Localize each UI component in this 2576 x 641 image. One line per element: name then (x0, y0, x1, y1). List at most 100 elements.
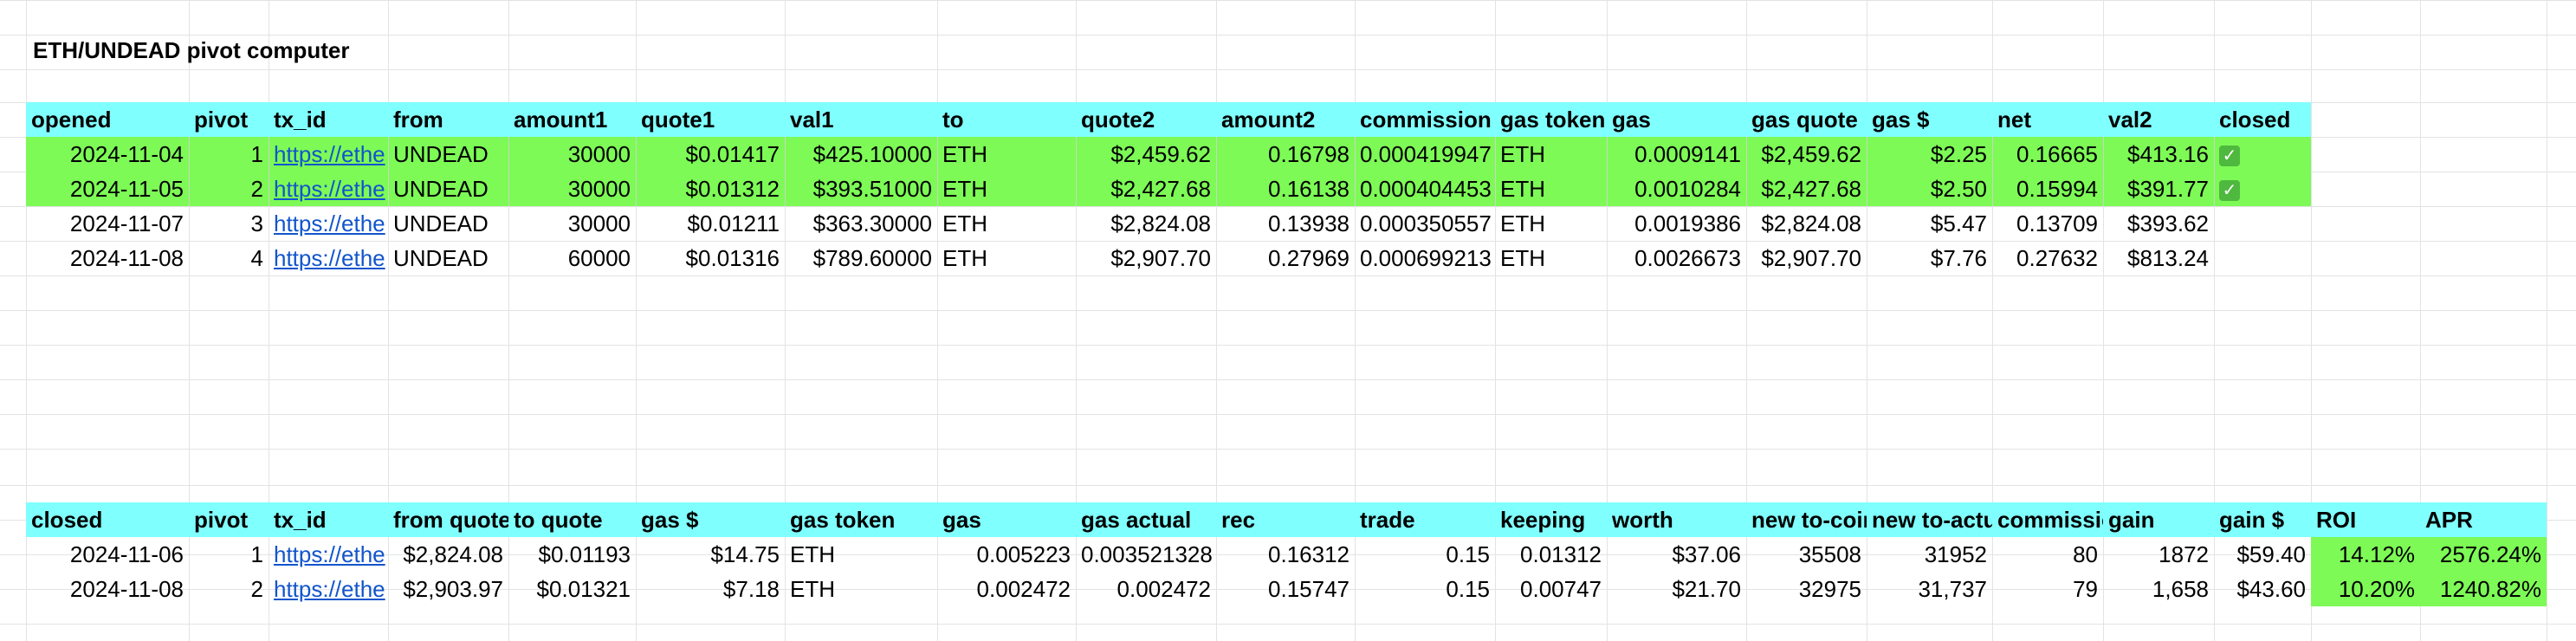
column-header-gain[interactable]: gain (2108, 507, 2155, 533)
cell-commission[interactable]: 79 (2073, 576, 2098, 602)
cell-opened[interactable]: 2024-11-08 (69, 245, 184, 271)
column-header-quote1[interactable]: quote1 (641, 107, 715, 133)
cell-commission[interactable]: 0.000699213 (1360, 245, 1492, 271)
column-header-pivot[interactable]: pivot (194, 107, 249, 133)
cell-closed[interactable]: 2024-11-06 (69, 541, 184, 567)
column-header-commission[interactable]: commission (1997, 507, 2103, 533)
column-header-from[interactable]: from (393, 107, 443, 133)
cell-apr[interactable]: 1240.82% (2439, 576, 2541, 602)
cell-from[interactable]: UNDEAD (393, 245, 489, 271)
cell-gas[interactable]: 0.0009141 (1634, 141, 1741, 167)
cell-gas-[interactable]: $7.18 (722, 576, 780, 602)
cell-new-to-actual[interactable]: 31,737 (1918, 576, 1987, 602)
cell-pivot[interactable]: 2 (250, 576, 263, 602)
cell-amount2[interactable]: 0.13938 (1268, 210, 1349, 236)
column-header-roi[interactable]: ROI (2316, 507, 2357, 533)
cell-pivot[interactable]: 3 (250, 210, 263, 236)
cell-keeping[interactable]: 0.00747 (1520, 576, 1602, 602)
cell-gas-actual[interactable]: 0.002472 (1116, 576, 1211, 602)
cell-from[interactable]: UNDEAD (393, 141, 489, 167)
cell-closed[interactable]: 2024-11-08 (69, 576, 184, 602)
cell-from-quote[interactable]: $2,903.97 (403, 576, 503, 602)
cell-net[interactable]: 0.27632 (2016, 245, 2098, 271)
cell-pivot[interactable]: 1 (250, 141, 263, 167)
column-header-closed[interactable]: closed (2219, 107, 2291, 133)
cell-quote1[interactable]: $0.01316 (685, 245, 780, 271)
cell-gas[interactable]: 0.002472 (976, 576, 1071, 602)
cell-quote1[interactable]: $0.01312 (685, 176, 780, 202)
column-header-tx-id[interactable]: tx_id (274, 107, 327, 133)
cell-gas-[interactable]: $2.50 (1930, 176, 1987, 202)
column-header-new-to-coin[interactable]: new to-coin (1751, 507, 1867, 533)
cell-tx-id[interactable]: https://ethe (274, 210, 385, 236)
cell-val1[interactable]: $425.10000 (812, 141, 932, 167)
cell-gas-token[interactable]: ETH (790, 541, 835, 567)
cell-gain-[interactable]: $59.40 (2236, 541, 2306, 567)
cell-commission[interactable]: 0.000419947 (1360, 141, 1492, 167)
cell-rec[interactable]: 0.15747 (1268, 576, 1349, 602)
cell-net[interactable]: 0.15994 (2016, 176, 2098, 202)
cell-amount2[interactable]: 0.16138 (1268, 176, 1349, 202)
column-header-val2[interactable]: val2 (2108, 107, 2152, 133)
cell-keeping[interactable]: 0.01312 (1520, 541, 1602, 567)
column-header-gas-[interactable]: gas $ (1872, 107, 1930, 133)
cell-tx-id[interactable]: https://ethe (274, 176, 385, 202)
cell-gas-token[interactable]: ETH (1500, 210, 1545, 236)
cell-gas-token[interactable]: ETH (1500, 141, 1545, 167)
cell-val2[interactable]: $813.24 (2127, 245, 2209, 271)
column-header-gas-actual[interactable]: gas actual (1081, 507, 1192, 533)
cell-worth[interactable]: $21.70 (1672, 576, 1741, 602)
cell-pivot[interactable]: 2 (250, 176, 263, 202)
cell-trade[interactable]: 0.15 (1446, 576, 1490, 602)
cell-gain[interactable]: 1,658 (2152, 576, 2209, 602)
cell-gas[interactable]: 0.0026673 (1634, 245, 1741, 271)
closed-checkbox-icon[interactable]: ✓ (2214, 172, 2311, 206)
cell-quote1[interactable]: $0.01211 (687, 210, 780, 236)
cell-gain[interactable]: 1872 (2159, 541, 2209, 567)
column-header-to[interactable]: to (942, 107, 964, 133)
cell-opened[interactable]: 2024-11-07 (69, 210, 184, 236)
cell-amount1[interactable]: 30000 (567, 176, 631, 202)
cell-opened[interactable]: 2024-11-05 (69, 176, 184, 202)
column-header-keeping[interactable]: keeping (1500, 507, 1586, 533)
column-header-gas-[interactable]: gas $ (641, 507, 699, 533)
cell-roi[interactable]: 10.20% (2338, 576, 2415, 602)
cell-to[interactable]: ETH (942, 210, 987, 236)
cell-tx-id[interactable]: https://ethe (274, 141, 385, 167)
cell-gas-[interactable]: $14.75 (710, 541, 780, 567)
column-header-gas-token[interactable]: gas token (1500, 107, 1606, 133)
cell-gas-token[interactable]: ETH (790, 576, 835, 602)
cell-pivot[interactable]: 1 (250, 541, 263, 567)
cell-val1[interactable]: $789.60000 (812, 245, 932, 271)
cell-gas-[interactable]: $7.76 (1930, 245, 1987, 271)
cell-from[interactable]: UNDEAD (393, 176, 489, 202)
column-header-pivot[interactable]: pivot (194, 507, 249, 533)
cell-val2[interactable]: $413.16 (2127, 141, 2209, 167)
cell-gas[interactable]: 0.0010284 (1634, 176, 1741, 202)
cell-opened[interactable]: 2024-11-04 (69, 141, 184, 167)
column-header-opened[interactable]: opened (31, 107, 112, 133)
cell-to[interactable]: ETH (942, 176, 987, 202)
column-header-closed[interactable]: closed (31, 507, 103, 533)
column-header-gas-token[interactable]: gas token (790, 507, 896, 533)
cell-commission[interactable]: 80 (2073, 541, 2098, 567)
cell-gas-quote[interactable]: $2,427.68 (1761, 176, 1861, 202)
cell-to[interactable]: ETH (942, 245, 987, 271)
cell-net[interactable]: 0.16665 (2016, 141, 2098, 167)
cell-gas-[interactable]: $5.47 (1930, 210, 1987, 236)
cell-worth[interactable]: $37.06 (1672, 541, 1741, 567)
cell-gas-token[interactable]: ETH (1500, 176, 1545, 202)
column-header-tx-id[interactable]: tx_id (274, 507, 327, 533)
cell-to[interactable]: ETH (942, 141, 987, 167)
checkmark-icon[interactable]: ✓ (2219, 180, 2240, 202)
cell-amount1[interactable]: 60000 (567, 245, 631, 271)
cell-quote2[interactable]: $2,907.70 (1110, 245, 1211, 271)
cell-from[interactable]: UNDEAD (393, 210, 489, 236)
column-header-to-quote[interactable]: to quote (514, 507, 603, 533)
cell-apr[interactable]: 2576.24% (2439, 541, 2541, 567)
column-header-gain-[interactable]: gain $ (2219, 507, 2285, 533)
column-header-val1[interactable]: val1 (790, 107, 834, 133)
column-header-amount2[interactable]: amount2 (1221, 107, 1316, 133)
cell-quote2[interactable]: $2,459.62 (1110, 141, 1211, 167)
cell-roi[interactable]: 14.12% (2338, 541, 2415, 567)
